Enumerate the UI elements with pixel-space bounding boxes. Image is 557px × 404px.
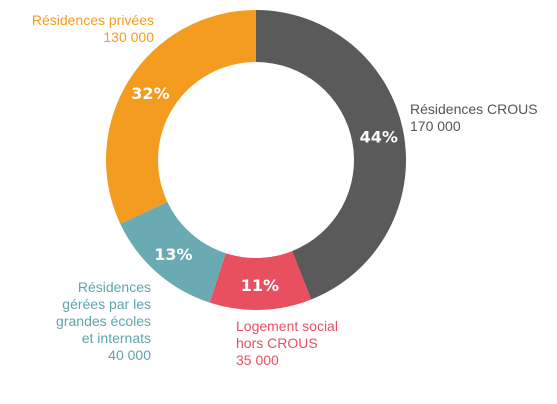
percent-label-residences-crous: 44%: [360, 128, 398, 147]
label-residences-privees-name: Résidences privées: [31, 12, 154, 28]
label-logement-social-line2: hors CROUS: [236, 335, 318, 351]
label-residences-privees: Résidences privées 130 000: [32, 12, 154, 46]
slice-residences-crous: [256, 10, 406, 300]
label-grandes-ecoles: Résidences gérées par les grandes écoles…: [56, 279, 151, 364]
percent-label-grandes-ecoles: 13%: [154, 245, 192, 264]
slice-grandes-ecoles: [120, 201, 226, 303]
slice-logement-social: [209, 251, 312, 310]
label-grandes-ecoles-value: 40 000: [108, 347, 151, 363]
slice-residences-privees: [105, 10, 256, 224]
label-logement-social-line1: Logement social: [236, 318, 338, 334]
label-logement-social: Logement social hors CROUS 35 000: [236, 318, 338, 369]
label-residences-crous: Résidences CROUS 170 000: [410, 101, 538, 135]
label-grandes-ecoles-line2: gérées par les: [62, 296, 151, 312]
label-logement-social-value: 35 000: [236, 352, 279, 368]
label-residences-privees-value: 130 000: [103, 29, 154, 45]
label-grandes-ecoles-line1: Résidences: [77, 279, 151, 295]
label-residences-crous-value: 170 000: [410, 118, 461, 134]
label-residences-crous-name: Résidences CROUS: [410, 101, 538, 117]
label-grandes-ecoles-line4: et internats: [81, 330, 151, 346]
percent-label-residences-privees: 32%: [131, 84, 169, 103]
label-grandes-ecoles-line3: grandes écoles: [56, 313, 151, 329]
percent-label-logement-social: 11%: [241, 276, 279, 295]
